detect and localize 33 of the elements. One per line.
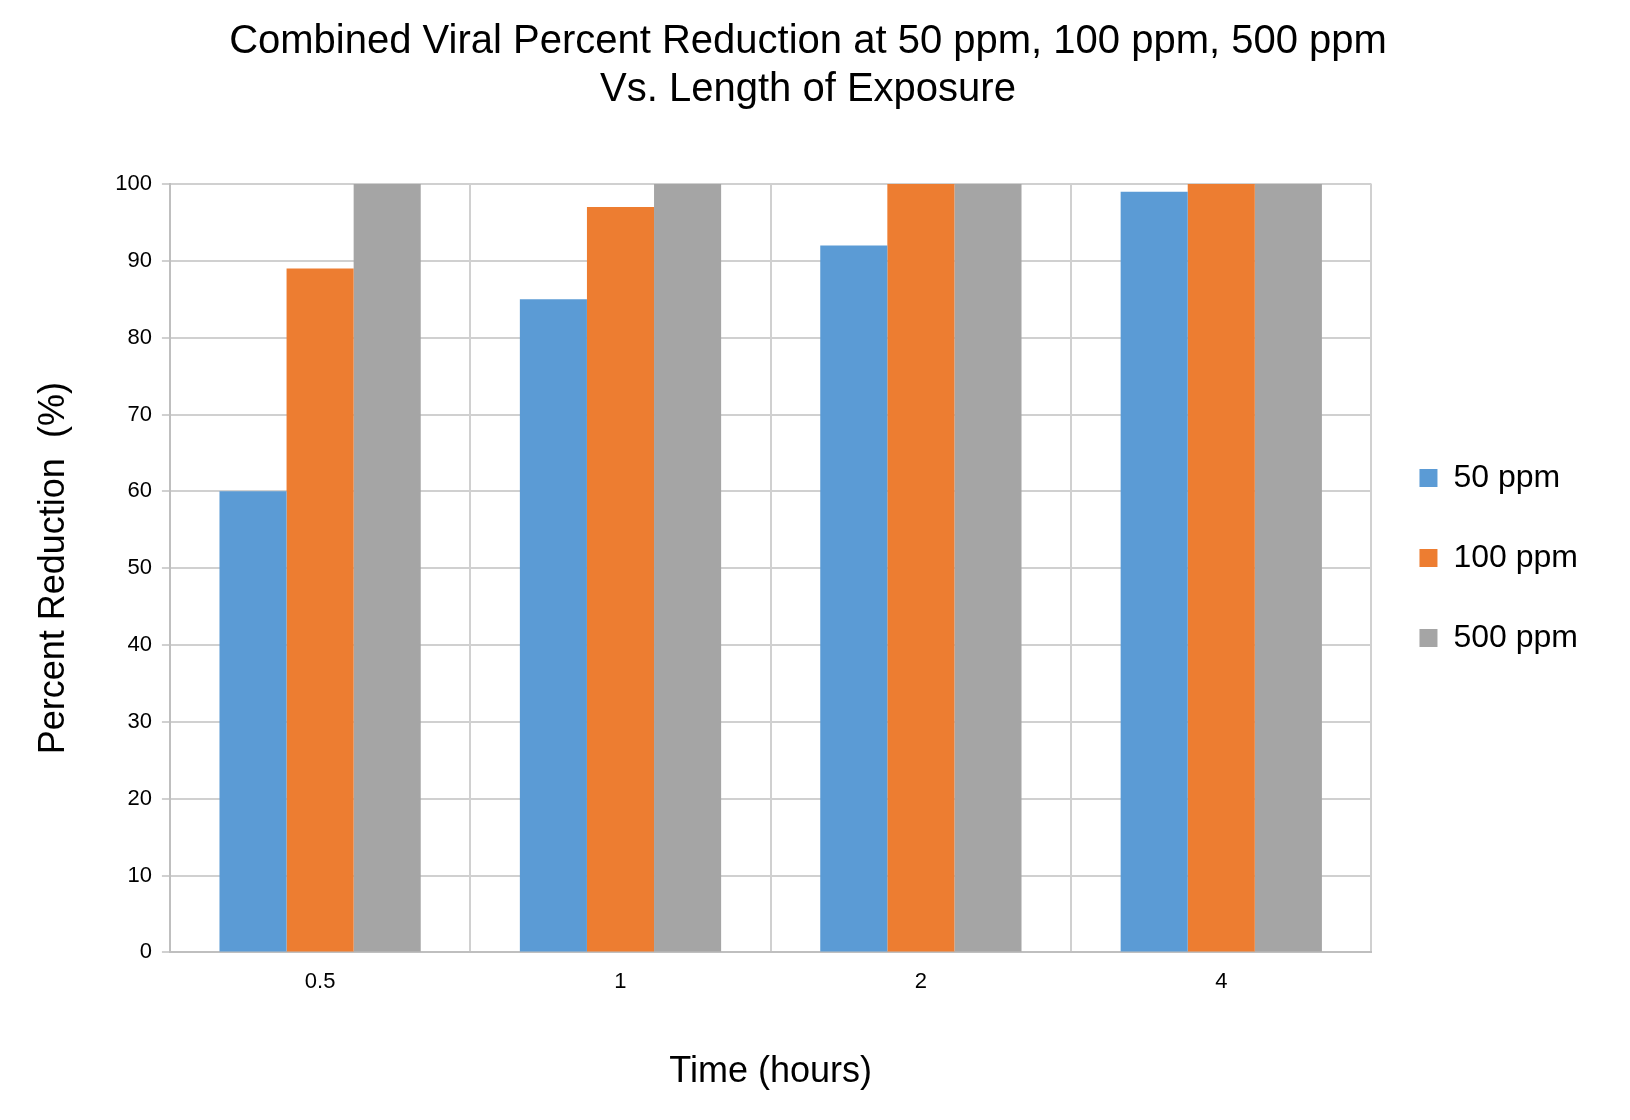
y-tick-label: 30 <box>127 707 152 733</box>
bar <box>1254 184 1322 952</box>
x-tick-label: 0.5 <box>304 967 336 993</box>
legend-label: 50 ppm <box>1453 457 1561 494</box>
bar <box>654 184 722 952</box>
legend-label: 100 ppm <box>1453 537 1578 574</box>
x-tick-label: 4 <box>1215 967 1228 993</box>
bar <box>219 491 287 952</box>
y-tick-label: 0 <box>139 938 152 964</box>
bar <box>353 184 421 952</box>
y-tick-label: 80 <box>127 323 152 349</box>
bar <box>887 184 955 952</box>
y-tick-label: 70 <box>127 400 152 426</box>
bar <box>586 207 655 952</box>
chart-title: Combined Viral Percent Reduction at 50 ppm, 100 ppm, 500 ppm Vs. Length of Exposure <box>229 17 1387 110</box>
y-tick-label: 60 <box>127 477 152 503</box>
bar <box>954 184 1022 952</box>
bar <box>1120 191 1188 952</box>
x-tick-label: 2 <box>914 967 928 993</box>
x-tick-label: 1 <box>614 967 627 993</box>
legend-label: 500 ppm <box>1453 617 1578 654</box>
y-tick-label: 40 <box>127 631 152 657</box>
bar <box>1187 184 1255 952</box>
x-axis-title: Time (hours) <box>669 1049 873 1091</box>
y-tick-label: 20 <box>127 784 152 810</box>
y-tick-label: 90 <box>127 246 152 272</box>
y-tick-label: 10 <box>127 861 152 887</box>
bar <box>519 299 587 952</box>
y-tick-label: 100 <box>115 170 152 196</box>
bar <box>820 245 888 952</box>
y-axis-title: Percent Reduction (%) <box>30 382 72 755</box>
bar <box>286 268 354 952</box>
y-tick-label: 50 <box>127 554 152 580</box>
